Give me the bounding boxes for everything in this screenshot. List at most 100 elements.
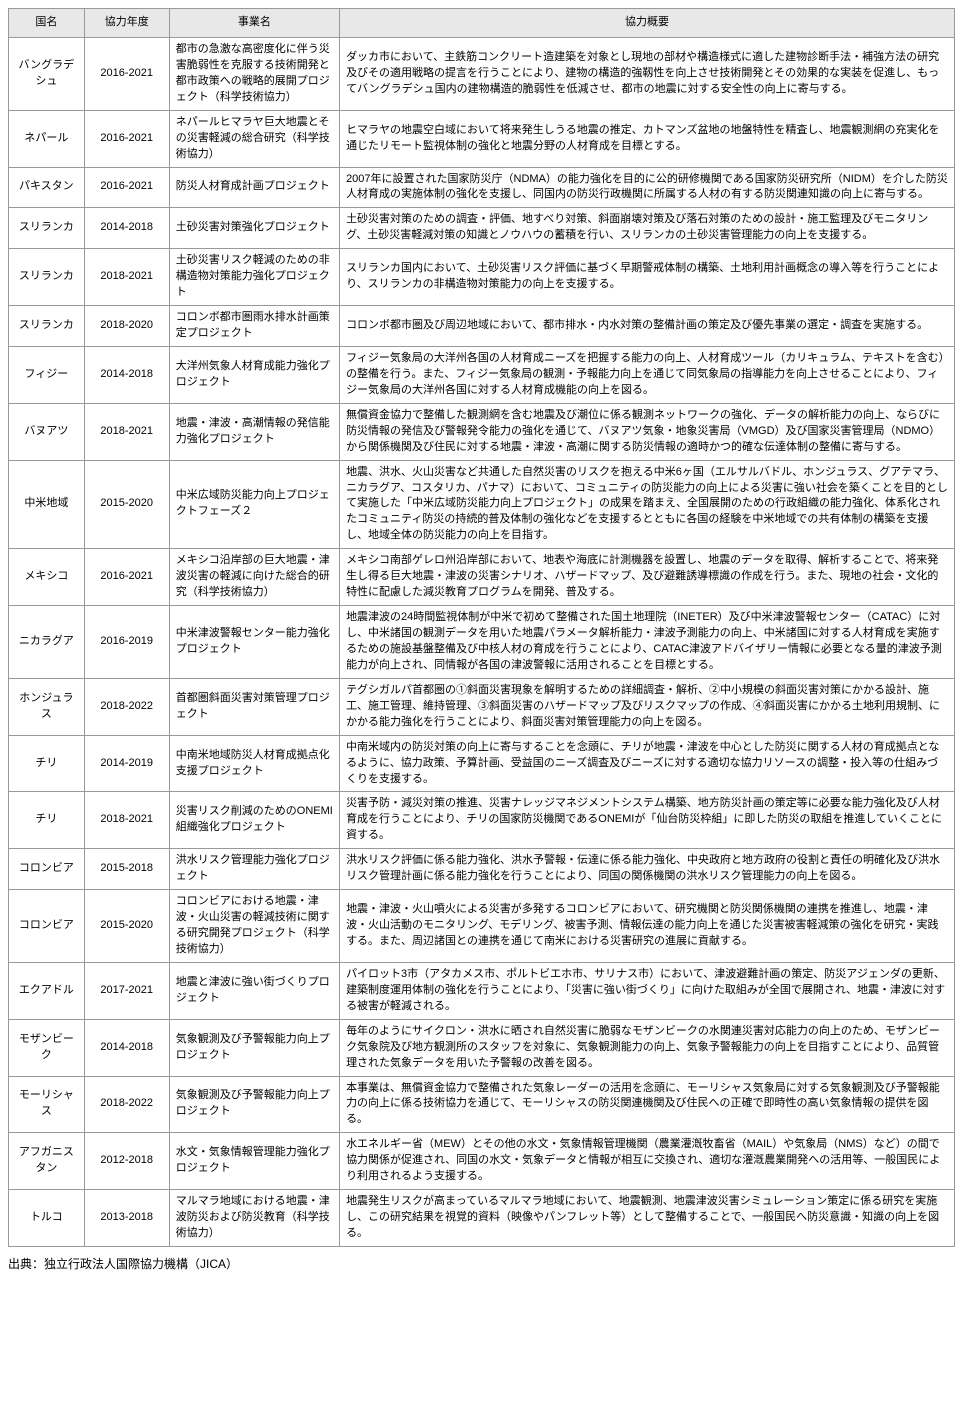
cell-project: 土砂災害対策強化プロジェクト: [169, 208, 339, 249]
table-row: ネパール2016-2021ネパールヒマラヤ巨大地震とその災害軽減の総合研究（科学…: [9, 110, 955, 167]
cell-country: ネパール: [9, 110, 85, 167]
table-row: メキシコ2016-2021メキシコ沿岸部の巨大地震・津波災害の軽減に向けた総合的…: [9, 549, 955, 606]
cell-project: 地震と津波に強い街づくりプロジェクト: [169, 962, 339, 1019]
cell-year: 2015-2020: [84, 890, 169, 963]
cell-year: 2018-2022: [84, 678, 169, 735]
cell-project: コロンビアにおける地震・津波・火山災害の軽減技術に関する研究開発プロジェクト（科…: [169, 890, 339, 963]
cell-project: 気象観測及び予警報能力向上プロジェクト: [169, 1076, 339, 1133]
cell-project: 中米津波警報センター能力強化プロジェクト: [169, 606, 339, 679]
cell-year: 2015-2020: [84, 460, 169, 549]
cell-year: 2014-2018: [84, 346, 169, 403]
cell-desc: 土砂災害対策のための調査・評価、地すべり対策、斜面崩壊対策及び落石対策のための設…: [340, 208, 955, 249]
cell-project: 地震・津波・高潮情報の発信能力強化プロジェクト: [169, 403, 339, 460]
cell-desc: 地震津波の24時間監視体制が中米で初めて整備された国土地理院（INETER）及び…: [340, 606, 955, 679]
table-row: スリランカ2018-2021土砂災害リスク軽減のための非構造物対策能力強化プロジ…: [9, 249, 955, 306]
cell-country: メキシコ: [9, 549, 85, 606]
cell-country: バヌアツ: [9, 403, 85, 460]
table-row: モーリシャス2018-2022気象観測及び予警報能力向上プロジェクト本事業は、無…: [9, 1076, 955, 1133]
cell-country: モザンビーク: [9, 1019, 85, 1076]
cell-project: 中南米地域防災人材育成拠点化支援プロジェクト: [169, 735, 339, 792]
cell-desc: テグシガルパ首都圏の①斜面災害現象を解明するための詳細調査・解析、②中小規模の斜…: [340, 678, 955, 735]
cell-year: 2018-2021: [84, 249, 169, 306]
cell-project: 中米広域防災能力向上プロジェクトフェーズ２: [169, 460, 339, 549]
cell-desc: 無償資金協力で整備した観測網を含む地震及び潮位に係る観測ネットワークの強化、デー…: [340, 403, 955, 460]
cell-project: 水文・気象情報管理能力強化プロジェクト: [169, 1133, 339, 1190]
cell-year: 2015-2018: [84, 849, 169, 890]
table-row: 中米地域2015-2020中米広域防災能力向上プロジェクトフェーズ２地震、洪水、…: [9, 460, 955, 549]
col-country: 国名: [9, 9, 85, 38]
source-citation: 出典：独立行政法人国際協力機構（JICA）: [8, 1255, 955, 1272]
table-row: パキスタン2016-2021防災人材育成計画プロジェクト2007年に設置された国…: [9, 167, 955, 208]
cell-country: スリランカ: [9, 249, 85, 306]
table-row: トルコ2013-2018マルマラ地域における地震・津波防災および防災教育（科学技…: [9, 1190, 955, 1247]
cell-desc: 災害予防・減災対策の推進、災害ナレッジマネジメントシステム構築、地方防災計画の策…: [340, 792, 955, 849]
cell-project: 首都圏斜面災害対策管理プロジェクト: [169, 678, 339, 735]
cell-country: チリ: [9, 735, 85, 792]
cell-year: 2018-2020: [84, 306, 169, 347]
header-row: 国名 協力年度 事業名 協力概要: [9, 9, 955, 38]
cell-year: 2016-2021: [84, 549, 169, 606]
cell-project: 都市の急激な高密度化に伴う災害脆弱性を克服する技術開発と都市政策への戦略的展開プ…: [169, 37, 339, 110]
col-year: 協力年度: [84, 9, 169, 38]
cell-year: 2014-2018: [84, 1019, 169, 1076]
cell-year: 2018-2021: [84, 403, 169, 460]
cell-country: コロンビア: [9, 849, 85, 890]
cell-project: マルマラ地域における地震・津波防災および防災教育（科学技術協力）: [169, 1190, 339, 1247]
cell-year: 2013-2018: [84, 1190, 169, 1247]
cell-year: 2018-2021: [84, 792, 169, 849]
cell-desc: スリランカ国内において、土砂災害リスク評価に基づく早期警戒体制の構築、土地利用計…: [340, 249, 955, 306]
cell-desc: 2007年に設置された国家防災庁（NDMA）の能力強化を目的に公的研修機関である…: [340, 167, 955, 208]
cell-desc: 本事業は、無償資金協力で整備された気象レーダーの活用を念頭に、モーリシャス気象局…: [340, 1076, 955, 1133]
cell-desc: 地震、洪水、火山災害など共通した自然災害のリスクを抱える中米6ヶ国（エルサルバド…: [340, 460, 955, 549]
col-desc: 協力概要: [340, 9, 955, 38]
cell-country: コロンビア: [9, 890, 85, 963]
cell-desc: 水エネルギー省（MEW）とその他の水文・気象情報管理機関（農業灌漑牧畜省（MAI…: [340, 1133, 955, 1190]
cell-desc: コロンボ都市圏及び周辺地域において、都市排水・内水対策の整備計画の策定及び優先事…: [340, 306, 955, 347]
cell-country: トルコ: [9, 1190, 85, 1247]
cell-desc: パイロット3市（アタカメス市、ポルトビエホ市、サリナス市）において、津波避難計画…: [340, 962, 955, 1019]
table-row: ニカラグア2016-2019中米津波警報センター能力強化プロジェクト地震津波の2…: [9, 606, 955, 679]
cell-year: 2014-2019: [84, 735, 169, 792]
cell-country: ニカラグア: [9, 606, 85, 679]
cell-project: メキシコ沿岸部の巨大地震・津波災害の軽減に向けた総合的研究（科学技術協力）: [169, 549, 339, 606]
cell-year: 2016-2021: [84, 167, 169, 208]
table-row: バヌアツ2018-2021地震・津波・高潮情報の発信能力強化プロジェクト無償資金…: [9, 403, 955, 460]
cell-country: スリランカ: [9, 208, 85, 249]
cell-country: バングラデシュ: [9, 37, 85, 110]
cell-year: 2016-2021: [84, 110, 169, 167]
table-row: バングラデシュ2016-2021都市の急激な高密度化に伴う災害脆弱性を克服する技…: [9, 37, 955, 110]
cell-project: 洪水リスク管理能力強化プロジェクト: [169, 849, 339, 890]
table-row: チリ2014-2019中南米地域防災人材育成拠点化支援プロジェクト中南米域内の防…: [9, 735, 955, 792]
table-row: フィジー2014-2018大洋州気象人材育成能力強化プロジェクトフィジー気象局の…: [9, 346, 955, 403]
table-row: チリ2018-2021災害リスク削減のためのONEMI組織強化プロジェクト災害予…: [9, 792, 955, 849]
table-row: コロンビア2015-2020コロンビアにおける地震・津波・火山災害の軽減技術に関…: [9, 890, 955, 963]
cell-year: 2014-2018: [84, 208, 169, 249]
table-body: バングラデシュ2016-2021都市の急激な高密度化に伴う災害脆弱性を克服する技…: [9, 37, 955, 1246]
cell-desc: フィジー気象局の大洋州各国の人材育成ニーズを把握する能力の向上、人材育成ツール（…: [340, 346, 955, 403]
cell-desc: 中南米域内の防災対策の向上に寄与することを念頭に、チリが地震・津波を中心とした防…: [340, 735, 955, 792]
cell-country: チリ: [9, 792, 85, 849]
table-row: ホンジュラス2018-2022首都圏斜面災害対策管理プロジェクトテグシガルパ首都…: [9, 678, 955, 735]
cell-desc: 洪水リスク評価に係る能力強化、洪水予警報・伝達に係る能力強化、中央政府と地方政府…: [340, 849, 955, 890]
cell-country: 中米地域: [9, 460, 85, 549]
cell-desc: 地震発生リスクが高まっているマルマラ地域において、地震観測、地震津波災害シミュレ…: [340, 1190, 955, 1247]
cell-year: 2016-2019: [84, 606, 169, 679]
cell-project: 土砂災害リスク軽減のための非構造物対策能力強化プロジェクト: [169, 249, 339, 306]
cell-year: 2016-2021: [84, 37, 169, 110]
cell-desc: ダッカ市において、主鉄筋コンクリート造建築を対象とし現地の部材や構造様式に適した…: [340, 37, 955, 110]
cell-desc: 毎年のようにサイクロン・洪水に晒され自然災害に脆弱なモザンビークの水関連災害対応…: [340, 1019, 955, 1076]
cell-year: 2017-2021: [84, 962, 169, 1019]
cell-country: アフガニスタン: [9, 1133, 85, 1190]
cell-desc: ヒマラヤの地震空白域において将来発生しうる地震の推定、カトマンズ盆地の地盤特性を…: [340, 110, 955, 167]
cell-country: ホンジュラス: [9, 678, 85, 735]
cell-project: 気象観測及び予警報能力向上プロジェクト: [169, 1019, 339, 1076]
table-row: エクアドル2017-2021地震と津波に強い街づくりプロジェクトパイロット3市（…: [9, 962, 955, 1019]
table-row: コロンビア2015-2018洪水リスク管理能力強化プロジェクト洪水リスク評価に係…: [9, 849, 955, 890]
cell-project: 大洋州気象人材育成能力強化プロジェクト: [169, 346, 339, 403]
table-row: モザンビーク2014-2018気象観測及び予警報能力向上プロジェクト毎年のように…: [9, 1019, 955, 1076]
cell-project: ネパールヒマラヤ巨大地震とその災害軽減の総合研究（科学技術協力）: [169, 110, 339, 167]
cell-project: 防災人材育成計画プロジェクト: [169, 167, 339, 208]
cell-desc: メキシコ南部ゲレロ州沿岸部において、地表や海底に計測機器を設置し、地震のデータを…: [340, 549, 955, 606]
cell-country: フィジー: [9, 346, 85, 403]
table-row: スリランカ2018-2020コロンボ都市圏雨水排水計画策定プロジェクトコロンボ都…: [9, 306, 955, 347]
